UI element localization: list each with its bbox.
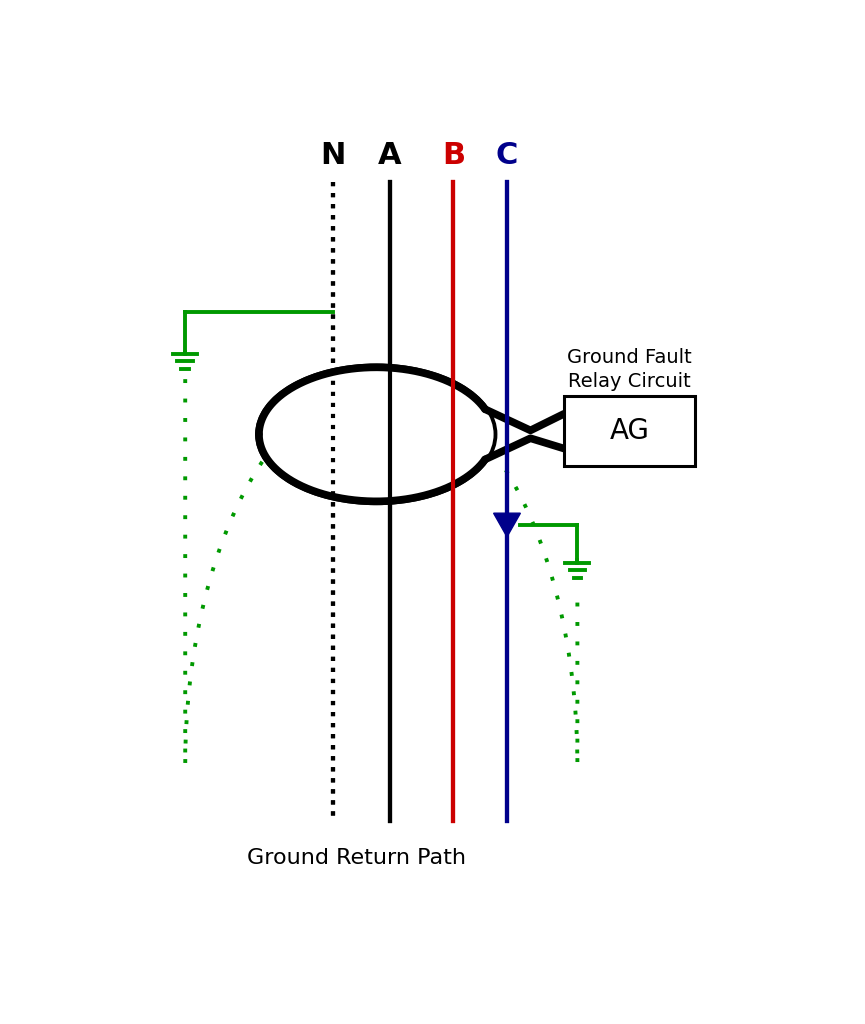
Text: Ground Return Path: Ground Return Path <box>247 848 465 868</box>
Text: AG: AG <box>610 417 650 445</box>
Text: C: C <box>496 141 518 170</box>
Ellipse shape <box>259 368 494 502</box>
Bar <box>564 396 695 466</box>
Polygon shape <box>494 513 521 537</box>
Text: A: A <box>378 141 401 170</box>
Text: Relay Circuit: Relay Circuit <box>568 372 691 391</box>
Text: B: B <box>442 141 465 170</box>
Text: Ground Fault: Ground Fault <box>567 348 692 368</box>
Text: N: N <box>320 141 345 170</box>
